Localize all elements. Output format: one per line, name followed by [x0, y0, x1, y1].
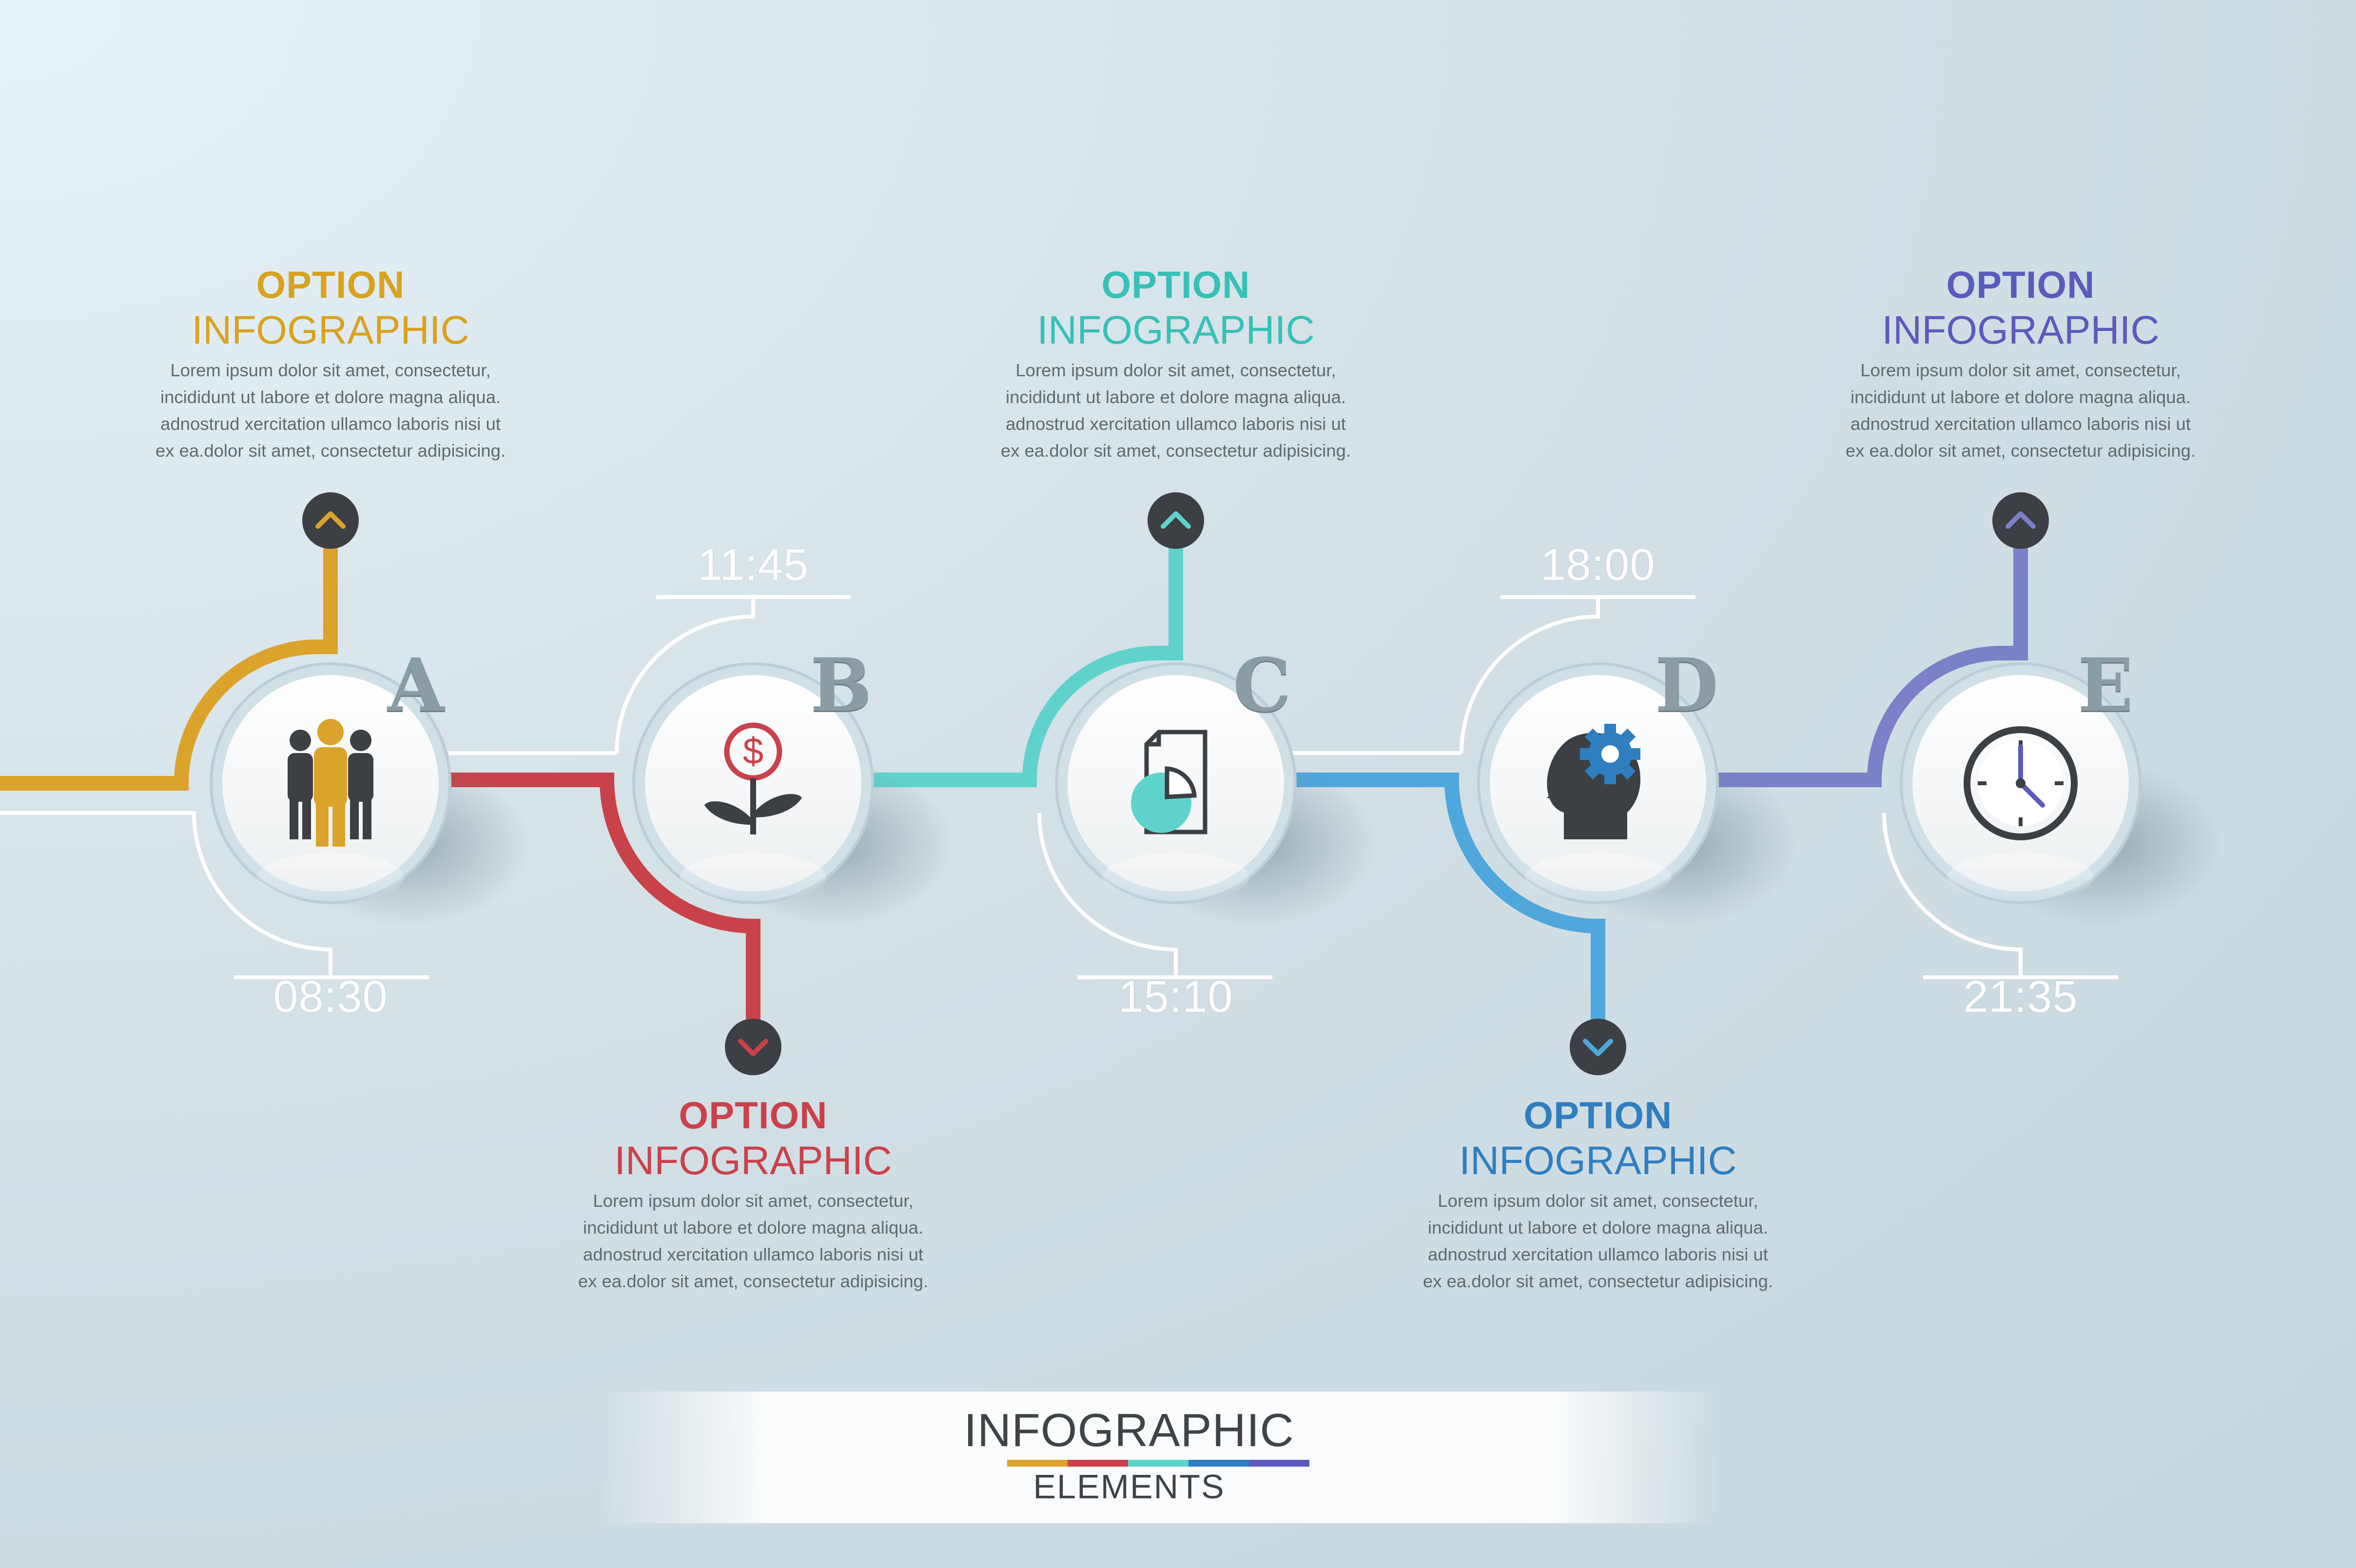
footer-subtitle: ELEMENTS [1033, 1468, 1225, 1506]
footer-band [600, 1392, 1721, 1523]
chevron-up-icon [302, 492, 359, 549]
connector-b [431, 773, 760, 1038]
option-block-a: OPTION INFOGRAPHIC Lorem ipsum dolor sit… [87, 262, 574, 464]
white-guide-lines [0, 595, 2118, 979]
body-line: incididunt ut labore et dolore magna ali… [1427, 1218, 1769, 1238]
option-title: OPTION [1101, 263, 1250, 306]
node-letter-d: D [1655, 642, 1719, 728]
option-block-c: OPTION INFOGRAPHIC Lorem ipsum dolor sit… [932, 262, 1420, 464]
time-label-d: 18:00 [1540, 540, 1655, 590]
node-d [1477, 662, 1799, 926]
body-line: incididunt ut labore et dolore magna ali… [160, 387, 501, 407]
time-label-b: 11:45 [697, 540, 809, 590]
option-body: Lorem ipsum dolor sit amet, consectetur,… [509, 1187, 997, 1295]
option-block-b: OPTION INFOGRAPHIC Lorem ipsum dolor sit… [509, 1093, 997, 1295]
document-chart-icon [1131, 730, 1207, 834]
option-title: OPTION [679, 1094, 828, 1137]
node-letter-e: E [2078, 642, 2134, 728]
option-body: Lorem ipsum dolor sit amet, consectetur,… [932, 357, 1420, 464]
node-letter-c: C [1233, 642, 1291, 728]
body-line: ex ea.dolor sit amet, consectetur adipis… [578, 1271, 929, 1291]
chevron-down-icon [725, 1019, 781, 1075]
svg-text:$: $ [743, 731, 763, 772]
option-subtitle: INFOGRAPHIC [1882, 308, 2160, 352]
option-subtitle: INFOGRAPHIC [1037, 308, 1315, 352]
node-letter-b: B [810, 642, 872, 728]
chevron-up-icon [1992, 492, 2049, 549]
footer-title: INFOGRAPHIC [964, 1404, 1294, 1456]
option-body: Lorem ipsum dolor sit amet, consectetur,… [1777, 357, 2264, 464]
time-label-a: 08:30 [273, 972, 388, 1022]
connector-d [1277, 773, 1605, 1038]
body-line: Lorem ipsum dolor sit amet, consectetur, [1015, 360, 1336, 380]
option-title: OPTION [1523, 1094, 1673, 1137]
option-title: OPTION [1946, 263, 2095, 306]
time-label-c: 15:10 [1118, 972, 1233, 1022]
node-c [1055, 662, 1377, 926]
body-line: incididunt ut labore et dolore magna ali… [583, 1218, 924, 1238]
people-icon [288, 719, 373, 847]
body-line: adnostrud xercitation ullamco laboris ni… [160, 414, 501, 434]
connector-c [855, 526, 1183, 787]
colored-connectors [0, 526, 2028, 1038]
body-line: ex ea.dolor sit amet, consectetur adipis… [1422, 1271, 1773, 1291]
connector-e [1699, 526, 2028, 787]
node-letter-a: A [388, 642, 445, 728]
connector-a [0, 534, 338, 791]
option-body: Lorem ipsum dolor sit amet, consectetur,… [1354, 1187, 1842, 1295]
option-block-d: OPTION INFOGRAPHIC Lorem ipsum dolor sit… [1354, 1093, 1842, 1295]
option-subtitle: INFOGRAPHIC [614, 1139, 892, 1183]
body-line: adnostrud xercitation ullamco laboris ni… [583, 1244, 923, 1264]
time-label-e: 21:35 [1963, 972, 2078, 1022]
body-line: adnostrud xercitation ullamco laboris ni… [1006, 414, 1346, 434]
body-line: incididunt ut labore et dolore magna ali… [1005, 387, 1346, 407]
option-subtitle: INFOGRAPHIC [1459, 1139, 1737, 1183]
clock-icon [1964, 726, 2078, 840]
chevron-down-icon [1570, 1019, 1626, 1075]
body-line: incididunt ut labore et dolore magna ali… [1850, 387, 2191, 407]
money-plant-icon: $ [704, 722, 802, 834]
option-subtitle: INFOGRAPHIC [192, 308, 469, 352]
body-line: ex ea.dolor sit amet, consectetur adipis… [155, 441, 506, 461]
option-title: OPTION [256, 263, 405, 306]
head-gear-icon [1547, 724, 1641, 839]
body-line: Lorem ipsum dolor sit amet, consectetur, [593, 1191, 914, 1211]
body-line: ex ea.dolor sit amet, consectetur adipis… [1845, 441, 2196, 461]
body-line: adnostrud xercitation ullamco laboris ni… [1428, 1244, 1768, 1264]
body-line: Lorem ipsum dolor sit amet, consectetur, [170, 360, 491, 380]
option-body: Lorem ipsum dolor sit amet, consectetur,… [87, 357, 574, 464]
body-line: adnostrud xercitation ullamco laboris ni… [1850, 414, 2191, 434]
body-line: Lorem ipsum dolor sit amet, consectetur, [1860, 360, 2181, 380]
chevron-buttons [302, 492, 2049, 1075]
body-line: Lorem ipsum dolor sit amet, consectetur, [1438, 1191, 1758, 1211]
timeline-nodes [210, 662, 2221, 926]
body-line: ex ea.dolor sit amet, consectetur adipis… [1000, 441, 1351, 461]
chevron-up-icon [1148, 492, 1204, 549]
option-block-e: OPTION INFOGRAPHIC Lorem ipsum dolor sit… [1777, 262, 2264, 464]
